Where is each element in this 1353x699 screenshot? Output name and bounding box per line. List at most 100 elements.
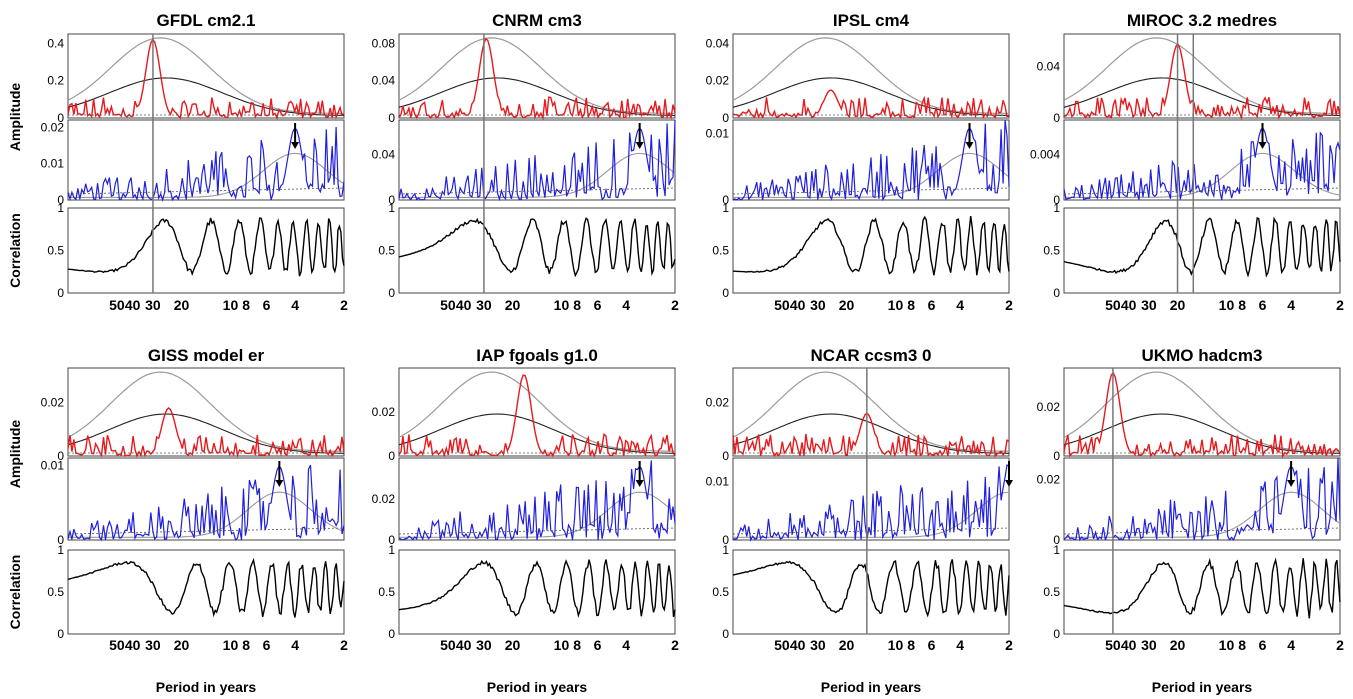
correlation-line: [1063, 216, 1341, 278]
y-tick-label: 0.5: [1043, 244, 1060, 258]
panel-frame: [1063, 457, 1341, 541]
x-tick-label: 6: [928, 297, 936, 313]
red-amplitude-line: [732, 89, 1010, 120]
panel-frame: [398, 33, 676, 119]
x-tick-label: 10: [223, 297, 239, 313]
correlation-line: [398, 559, 676, 618]
y-tick-label: 0.5: [47, 585, 64, 599]
x-tick-label: 6: [263, 297, 271, 313]
gray-envelope-line: [67, 37, 344, 115]
x-tick-label: 6: [263, 637, 271, 653]
black-envelope-line: [1063, 77, 1341, 117]
y-tick-label: 0.5: [712, 244, 729, 258]
gray-envelope-line: [68, 152, 345, 198]
y-tick-label: 0.2: [47, 74, 64, 88]
y-tick-label: 0.4: [47, 36, 64, 50]
model-panel-8: UKMO hadcm3 0 0.02 0 0.02 0 0.5 1 50 40 30 20 10 8 6 4 2…: [1037, 346, 1344, 695]
y-tick-label: 1: [1053, 543, 1060, 557]
correlation-line: [1063, 557, 1341, 619]
model-title: MIROC 3.2 medres: [1127, 11, 1277, 30]
x-tick-label: 4: [622, 297, 630, 313]
y-tick-label: 0: [388, 627, 395, 641]
y-tick-label: 0.04: [372, 147, 396, 161]
arrow-marker-head: [635, 480, 644, 487]
panel-frame: [1063, 119, 1341, 201]
panel-frame: [398, 457, 676, 541]
arrow-marker-head: [1287, 480, 1296, 487]
x-tick-label: 20: [839, 297, 855, 313]
y-tick-label: 0.02: [372, 492, 396, 506]
x-tick-label: 50: [440, 297, 456, 313]
y-tick-label: 0.02: [1037, 400, 1061, 414]
significance-line: [67, 187, 345, 195]
row-label: Amplitude: [7, 420, 23, 489]
x-tick-label: 30: [476, 637, 492, 653]
x-tick-label: 4: [622, 637, 630, 653]
y-tick-label: 0.01: [41, 458, 65, 472]
y-tick-label: 0: [1053, 449, 1060, 463]
arrow-marker-head: [635, 142, 644, 149]
x-tick-label: 2: [671, 297, 679, 313]
x-tick-label: 8: [242, 637, 250, 653]
y-tick-label: 0: [722, 449, 729, 463]
x-tick-label: 4: [1287, 297, 1295, 313]
black-envelope-line: [1063, 413, 1340, 454]
correlation-line: [67, 557, 345, 618]
x-tick-label: 4: [1287, 637, 1295, 653]
panel-frame: [1063, 207, 1341, 294]
model-title: IPSL cm4: [833, 11, 910, 30]
x-tick-label: 50: [109, 297, 125, 313]
x-tick-label: 40: [1121, 297, 1137, 313]
x-tick-label: 10: [1219, 297, 1235, 313]
y-tick-label: 0: [57, 111, 64, 125]
red-amplitude-line: [1063, 43, 1341, 121]
x-tick-label: 50: [440, 637, 456, 653]
y-tick-label: 0: [57, 627, 64, 641]
gray-envelope-line: [67, 371, 345, 452]
x-tick-label: 20: [839, 637, 855, 653]
black-envelope-line: [67, 413, 344, 454]
x-tick-label: 20: [174, 297, 190, 313]
model-panel-6: IAP fgoals g1.0 0 0.02 0 0.02 0 0.5 1 50 40 30 20 10…: [372, 346, 679, 695]
arrow-marker-head: [965, 142, 974, 149]
y-tick-label: 0.02: [706, 74, 730, 88]
red-amplitude-line: [1063, 371, 1341, 459]
y-tick-label: 0: [722, 193, 729, 207]
x-tick-label: 50: [1105, 297, 1121, 313]
x-axis-label: Period in years: [156, 679, 257, 695]
y-tick-label: 0.08: [372, 36, 396, 50]
x-tick-label: 30: [476, 297, 492, 313]
x-axis-label: Period in years: [821, 679, 922, 695]
x-tick-label: 2: [1336, 637, 1344, 653]
y-tick-label: 0.01: [41, 157, 65, 171]
y-tick-label: 0: [388, 111, 395, 125]
correlation-line: [67, 217, 345, 277]
y-tick-label: 0: [1053, 627, 1060, 641]
x-tick-label: 50: [109, 637, 125, 653]
gray-envelope-line: [1064, 491, 1341, 538]
y-tick-label: 0.01: [706, 126, 730, 140]
red-amplitude-line: [67, 407, 345, 458]
x-tick-label: 10: [223, 637, 239, 653]
y-tick-label: 0: [1053, 533, 1060, 547]
panel-frame: [67, 207, 345, 294]
panel-frame: [398, 549, 676, 635]
x-tick-label: 40: [790, 637, 806, 653]
panel-frame: [1063, 367, 1341, 457]
x-tick-label: 40: [125, 297, 141, 313]
y-tick-label: 1: [57, 543, 64, 557]
y-tick-label: 0.04: [372, 74, 396, 88]
y-tick-label: 1: [57, 201, 64, 215]
panel-frame: [732, 207, 1010, 294]
blue-amplitude-line: [67, 126, 345, 203]
blue-amplitude-line: [398, 119, 676, 202]
gray-envelope-line: [398, 37, 675, 115]
x-tick-label: 6: [594, 637, 602, 653]
panel-frame: [732, 457, 1010, 541]
arrow-marker-head: [291, 142, 300, 149]
y-tick-label: 0.01: [706, 474, 730, 488]
y-tick-label: 0.04: [1037, 59, 1061, 73]
